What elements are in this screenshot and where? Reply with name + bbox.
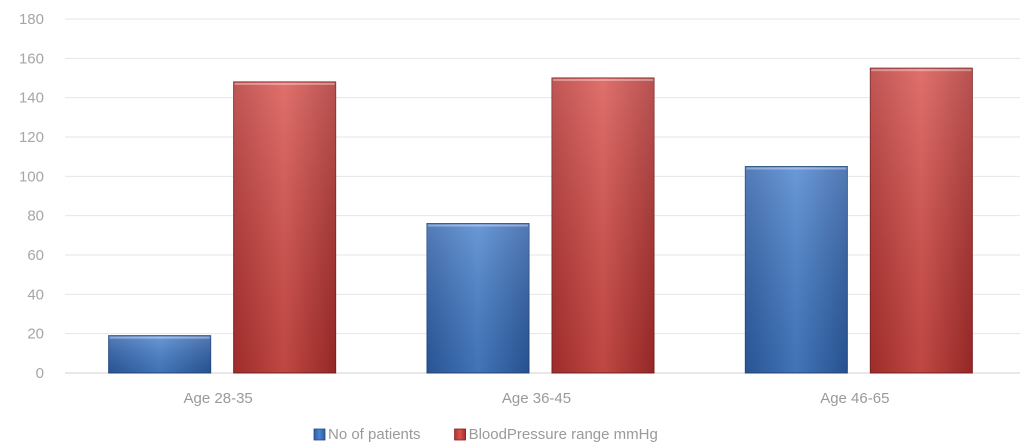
legend-label-patients: No of patients [328,426,421,443]
y-tick-label: 100 [19,168,44,185]
x-category-label: Age 46-65 [820,390,889,407]
bar-highlight [746,167,847,170]
bar-shading [233,81,336,373]
y-tick-label: 160 [19,50,44,67]
legend-label-bloodpressure: BloodPressure range mmHg [469,426,658,443]
bar-shading [745,166,848,373]
bar-highlight [871,69,972,72]
y-tick-label: 20 [27,326,44,343]
bar-shading [427,223,529,373]
bars [108,67,973,374]
x-axis: Age 28-35 Age 36-45 Age 46-65 [184,390,890,407]
y-tick-label: 40 [27,286,44,303]
y-tick-label: 0 [36,365,44,382]
bar-shading [108,335,211,373]
y-tick-label: 80 [27,208,44,225]
bar-highlight [234,82,335,85]
legend: No of patients BloodPressure range mmHg [313,426,658,443]
bar-highlight [428,224,528,227]
y-tick-label: 140 [19,90,44,107]
x-category-label: Age 28-35 [184,390,253,407]
y-tick-label: 60 [27,247,44,264]
gridlines [65,18,1020,374]
legend-swatch-patients [313,428,326,441]
legend-swatch-bloodpressure [454,428,466,441]
bar-shading [552,78,654,373]
x-category-label: Age 36-45 [502,390,571,407]
y-tick-label: 180 [19,11,44,28]
bar-highlight [109,336,210,339]
bar-highlight [553,79,653,81]
y-tick-label: 120 [19,129,44,146]
y-axis: 0 20 40 60 80 100 120 140 160 180 [19,11,44,382]
bar-shading [870,68,973,374]
